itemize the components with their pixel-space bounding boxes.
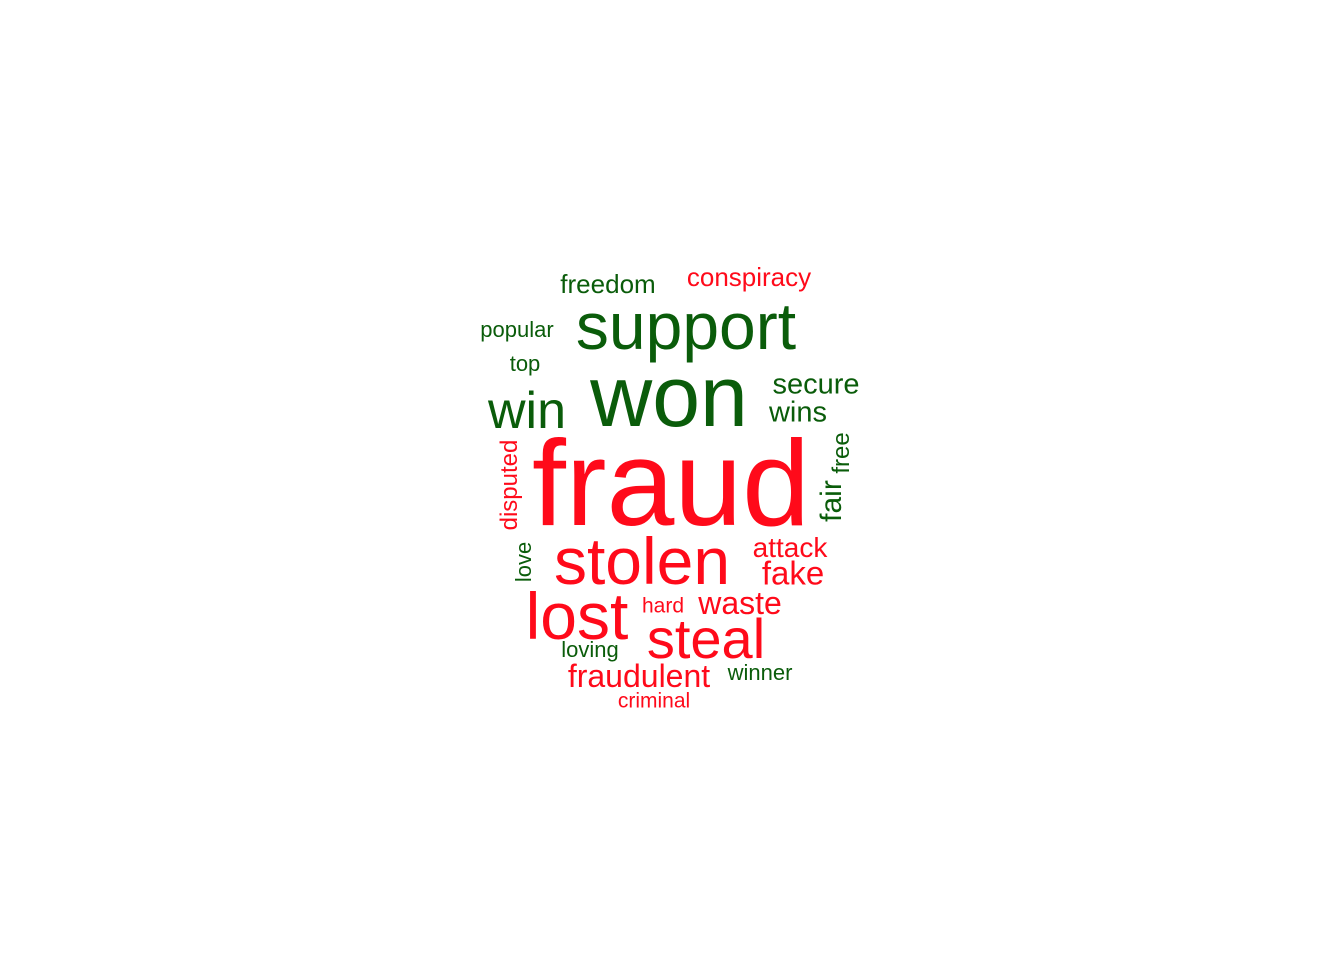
- word-win: win: [487, 382, 567, 440]
- word-hard: hard: [641, 594, 685, 618]
- word-top: top: [509, 351, 541, 376]
- word-stolen: stolen: [553, 524, 731, 598]
- word-love: love: [511, 541, 536, 583]
- word-fake: fake: [761, 554, 825, 592]
- word-winner: winner: [727, 660, 793, 685]
- word-popular: popular: [480, 317, 554, 342]
- word-steal: steal: [646, 607, 766, 670]
- word-conspiracy: conspiracy: [686, 262, 812, 292]
- word-free: free: [828, 432, 855, 474]
- word-loving: loving: [561, 637, 619, 662]
- word-criminal: criminal: [617, 689, 691, 713]
- word-support: support: [575, 289, 797, 363]
- word-fair: fair: [815, 480, 848, 522]
- word-won: won: [590, 349, 748, 445]
- word-waste: waste: [698, 585, 782, 621]
- word-disputed: disputed: [496, 439, 523, 531]
- word-attack: attack: [752, 532, 828, 563]
- word-freedom: freedom: [560, 269, 656, 299]
- word-wins: wins: [768, 396, 828, 429]
- word-fraudulent: fraudulent: [567, 658, 711, 694]
- word-secure: secure: [772, 368, 860, 401]
- word-fraud: fraud: [531, 415, 811, 551]
- word-lost: lost: [525, 579, 629, 653]
